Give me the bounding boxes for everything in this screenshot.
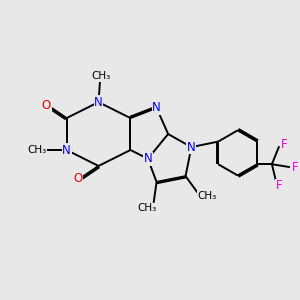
Text: N: N [94,96,103,109]
Text: N: N [143,152,152,165]
Text: CH₃: CH₃ [138,203,157,213]
Text: O: O [74,172,83,185]
Text: CH₃: CH₃ [92,71,111,81]
Text: F: F [276,179,283,192]
Text: F: F [281,138,288,151]
Text: N: N [62,143,71,157]
Text: N: N [152,101,161,114]
Text: O: O [42,99,51,112]
Text: F: F [292,160,298,174]
Text: N: N [187,141,196,154]
Text: CH₃: CH₃ [197,190,216,201]
Text: CH₃: CH₃ [27,145,46,155]
